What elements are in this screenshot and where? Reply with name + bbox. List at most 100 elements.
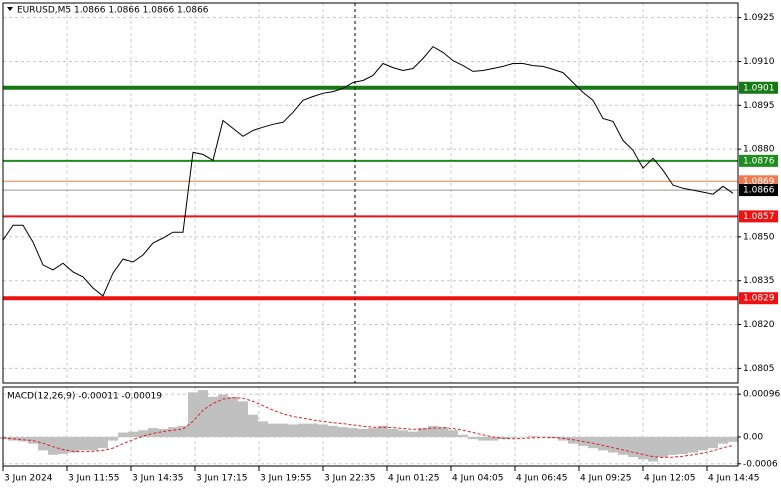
macd-bar: [408, 431, 418, 437]
y-tick-label: -0.0006: [743, 459, 778, 469]
macd-bar: [118, 432, 128, 437]
macd-bar: [428, 425, 438, 437]
macd-bar: [568, 436, 578, 444]
macd-bar: [678, 436, 688, 454]
macd-bar: [508, 436, 518, 438]
macd-bar: [98, 436, 108, 449]
signal-line: [2, 397, 734, 459]
x-tick-label: 3 Jun 19:55: [260, 474, 311, 484]
y-tick-label: 1.0910: [743, 57, 775, 67]
plot-layer: [0, 3, 738, 466]
y-tick-label: 1.0805: [743, 364, 775, 374]
macd-bar: [248, 414, 258, 437]
x-tick-label: 3 Jun 2024: [4, 474, 53, 484]
macd-bar: [668, 436, 678, 455]
macd-bar: [238, 401, 248, 437]
x-tick-label: 3 Jun 17:15: [196, 474, 247, 484]
macd-bar: [728, 436, 738, 442]
y-tick-label: 0.00096: [743, 390, 780, 400]
macd-title: MACD(12,26,9) -0.00011 -0.00019: [7, 392, 162, 402]
chart-title: EURUSD,M5 1.0866 1.0866 1.0866 1.0866: [17, 6, 209, 16]
macd-bar: [698, 436, 708, 451]
level-tag: [739, 210, 778, 223]
macd-bar: [608, 436, 618, 453]
y-tick-label: 1.0925: [743, 13, 775, 23]
macd-bar: [258, 421, 268, 437]
y-tick-label: 1.0850: [743, 232, 775, 242]
macd-bar: [298, 423, 308, 437]
macd-bar: [208, 396, 218, 437]
macd-bar: [478, 436, 488, 441]
x-tick-label: 4 Jun 01:25: [388, 474, 439, 484]
macd-bar: [178, 425, 188, 437]
macd-bar: [188, 392, 198, 437]
level-tag-label: 1.0857: [743, 212, 775, 222]
macd-bar: [618, 436, 628, 455]
x-tick-label: 3 Jun 11:55: [68, 474, 119, 484]
macd-bar: [658, 436, 668, 458]
level-tag-label: 1.0869: [743, 177, 775, 187]
macd-bar: [78, 436, 88, 451]
macd-bar: [218, 394, 228, 437]
y-tick-label: 1.0895: [743, 101, 775, 111]
y-tick-label: 0.00: [743, 432, 763, 442]
x-tick-label: 4 Jun 12:05: [644, 474, 695, 484]
level-tag-label: 1.0866: [743, 186, 775, 196]
macd-bar: [458, 434, 468, 437]
macd-bar: [588, 436, 598, 449]
macd-bar: [58, 436, 68, 454]
macd-bar: [348, 428, 358, 437]
level-tag-label: 1.0876: [743, 156, 775, 166]
macd-bar: [388, 428, 398, 437]
macd-bar: [288, 424, 298, 437]
macd-bar: [628, 436, 638, 458]
macd-bar: [358, 428, 368, 437]
macd-bar: [718, 436, 728, 444]
macd-bar: [598, 436, 608, 451]
macd-bar: [448, 430, 458, 437]
macd-bar: [468, 436, 478, 440]
x-tick-label: 3 Jun 14:35: [132, 474, 183, 484]
macd-bar: [268, 423, 278, 437]
macd-bar: [338, 427, 348, 437]
macd-bar: [528, 436, 538, 437]
macd-bar: [158, 428, 168, 437]
macd-bar: [418, 428, 428, 437]
price-line: [2, 45, 734, 297]
y-tick-label: 1.0835: [743, 276, 775, 286]
macd-bar: [138, 430, 148, 437]
macd-bar: [68, 436, 78, 453]
macd-bar: [318, 424, 328, 437]
x-tick-label: 4 Jun 06:45: [516, 474, 567, 484]
x-tick-label: 4 Jun 09:25: [580, 474, 631, 484]
macd-bar: [708, 436, 718, 449]
y-tick-label: 1.0880: [743, 145, 775, 155]
macd-bar: [148, 428, 158, 437]
macd-bar: [488, 436, 498, 441]
macd-bar: [278, 423, 288, 437]
macd-bar: [638, 436, 648, 460]
menu-arrow: [7, 7, 13, 11]
macd-bar: [128, 431, 138, 437]
y-tick-label: 1.0820: [743, 320, 775, 330]
level-tag-label: 1.0901: [743, 83, 775, 93]
level-tag: [739, 81, 778, 94]
macd-bar: [308, 423, 318, 437]
macd-bar: [438, 427, 448, 437]
x-tick-label: 4 Jun 14:45: [708, 474, 759, 484]
macd-bar: [328, 425, 338, 437]
macd-bar: [688, 436, 698, 453]
macd-bar: [88, 436, 98, 451]
macd-bar: [198, 390, 208, 437]
x-tick-label: 3 Jun 22:35: [324, 474, 375, 484]
macd-bar: [168, 427, 178, 437]
macd-bar: [108, 436, 118, 441]
macd-bar: [398, 430, 408, 437]
macd-bar: [48, 436, 58, 455]
macd-bar: [368, 428, 378, 437]
level-tag: [739, 184, 778, 197]
level-tag: [739, 292, 778, 305]
macd-bar: [378, 425, 388, 437]
